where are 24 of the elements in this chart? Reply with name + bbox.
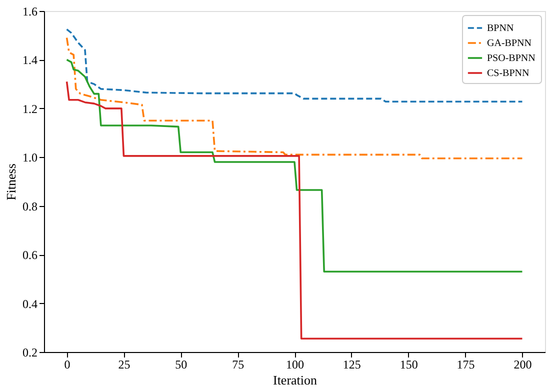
y-tick-label: 1.6 [22, 4, 38, 18]
x-tick-label: 125 [342, 358, 361, 372]
x-tick-label: 25 [118, 358, 130, 372]
y-tick-label: 0.2 [22, 346, 38, 360]
y-tick-label: 0.8 [22, 199, 38, 214]
y-tick-label: 0.6 [22, 248, 38, 262]
y-tick-label: 0.4 [22, 296, 38, 311]
y-tick-label: 1.4 [22, 53, 38, 68]
line-series [66, 80, 524, 340]
x-tick-label: 0 [64, 358, 70, 372]
x-tick-label: 200 [514, 358, 532, 372]
x-tick-label: 75 [232, 358, 244, 372]
y-axis-title: Fitness [4, 164, 18, 200]
legend-label: BPNN [487, 23, 514, 34]
y-tick-label: 1.0 [22, 150, 38, 165]
y-tick-label: 1.2 [22, 102, 38, 116]
x-tick-label: 100 [286, 358, 304, 372]
legend-label: CS-BPNN [487, 68, 530, 79]
x-axis-title: Iteration [272, 372, 318, 388]
legend-label: GA-BPNN [487, 38, 532, 49]
legend-label: PSO-BPNN [487, 53, 536, 64]
x-tick-label: 50 [175, 358, 188, 372]
x-tick-label: 175 [456, 358, 475, 372]
x-tick-label: 150 [400, 358, 418, 372]
